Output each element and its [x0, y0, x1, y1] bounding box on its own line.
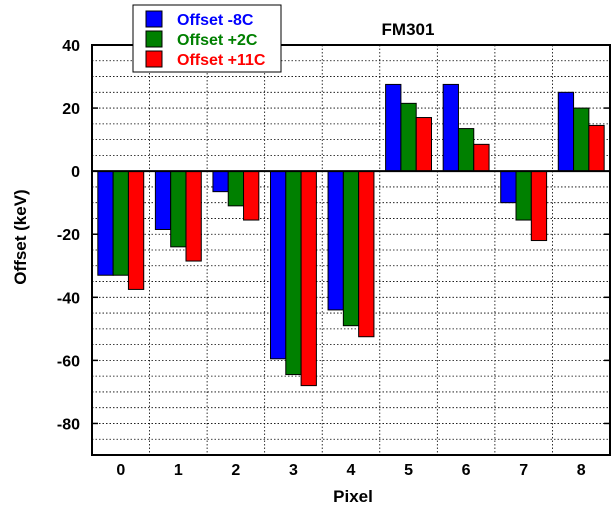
- bar: [473, 143, 490, 172]
- bar: [557, 91, 575, 172]
- bar: [285, 170, 302, 376]
- bar: [515, 170, 532, 221]
- bar: [500, 170, 517, 204]
- ticks-layer: 40 20 0 -20 -40 -60 -80 0 1 2 3 4 5 6 7 8: [57, 38, 610, 479]
- bar: [457, 128, 475, 172]
- bar: [385, 83, 402, 172]
- bar: [112, 170, 129, 276]
- bar: [269, 170, 287, 360]
- x-tick-label: 5: [404, 462, 413, 479]
- y-tick-label: -40: [57, 290, 80, 307]
- legend: Offset -8C Offset +2C Offset +11C: [132, 4, 282, 73]
- frame-layer: [91, 44, 611, 456]
- x-tick-label: 0: [116, 462, 125, 479]
- plot-frame: [91, 44, 611, 456]
- y-tick-label: -60: [57, 353, 80, 370]
- legend-swatch: [145, 10, 163, 28]
- bar: [212, 170, 229, 193]
- y-axis-label: Offset (keV): [11, 189, 30, 284]
- x-tick-label: 6: [462, 462, 471, 479]
- bar: [127, 170, 145, 290]
- chart-title: FM301: [382, 20, 435, 39]
- bar: [154, 170, 172, 230]
- y-tick-label: 0: [71, 164, 80, 181]
- x-axis-label: Pixel: [333, 487, 373, 506]
- bar: [442, 83, 459, 172]
- bar: [400, 102, 417, 172]
- x-tick-label: 3: [289, 462, 298, 479]
- legend-swatch: [145, 30, 163, 48]
- bar: [415, 117, 433, 172]
- y-tick-label: -80: [57, 416, 80, 433]
- legend-label: Offset -8C: [177, 12, 254, 29]
- y-tick-label: -20: [57, 227, 80, 244]
- x-tick-label: 2: [231, 462, 240, 479]
- bar: [185, 170, 202, 262]
- bar: [170, 170, 187, 248]
- bars-layer: [97, 83, 605, 387]
- legend-label: Offset +11C: [177, 52, 266, 69]
- bar: [342, 170, 360, 327]
- legend-swatch: [145, 50, 163, 68]
- bar: [530, 170, 548, 242]
- bar: [327, 170, 344, 311]
- x-tick-label: 8: [577, 462, 586, 479]
- x-tick-label: 7: [519, 462, 528, 479]
- bar: [573, 107, 590, 172]
- bar: [358, 170, 375, 338]
- bar: [97, 170, 114, 276]
- bar: [588, 124, 605, 172]
- x-tick-label: 4: [347, 462, 356, 479]
- legend-label: Offset +2C: [177, 32, 258, 49]
- bar: [243, 170, 260, 221]
- bar: [300, 170, 317, 387]
- y-tick-label: 40: [62, 38, 80, 55]
- y-tick-label: 20: [62, 101, 80, 118]
- x-tick-label: 1: [174, 462, 183, 479]
- bar: [227, 170, 245, 207]
